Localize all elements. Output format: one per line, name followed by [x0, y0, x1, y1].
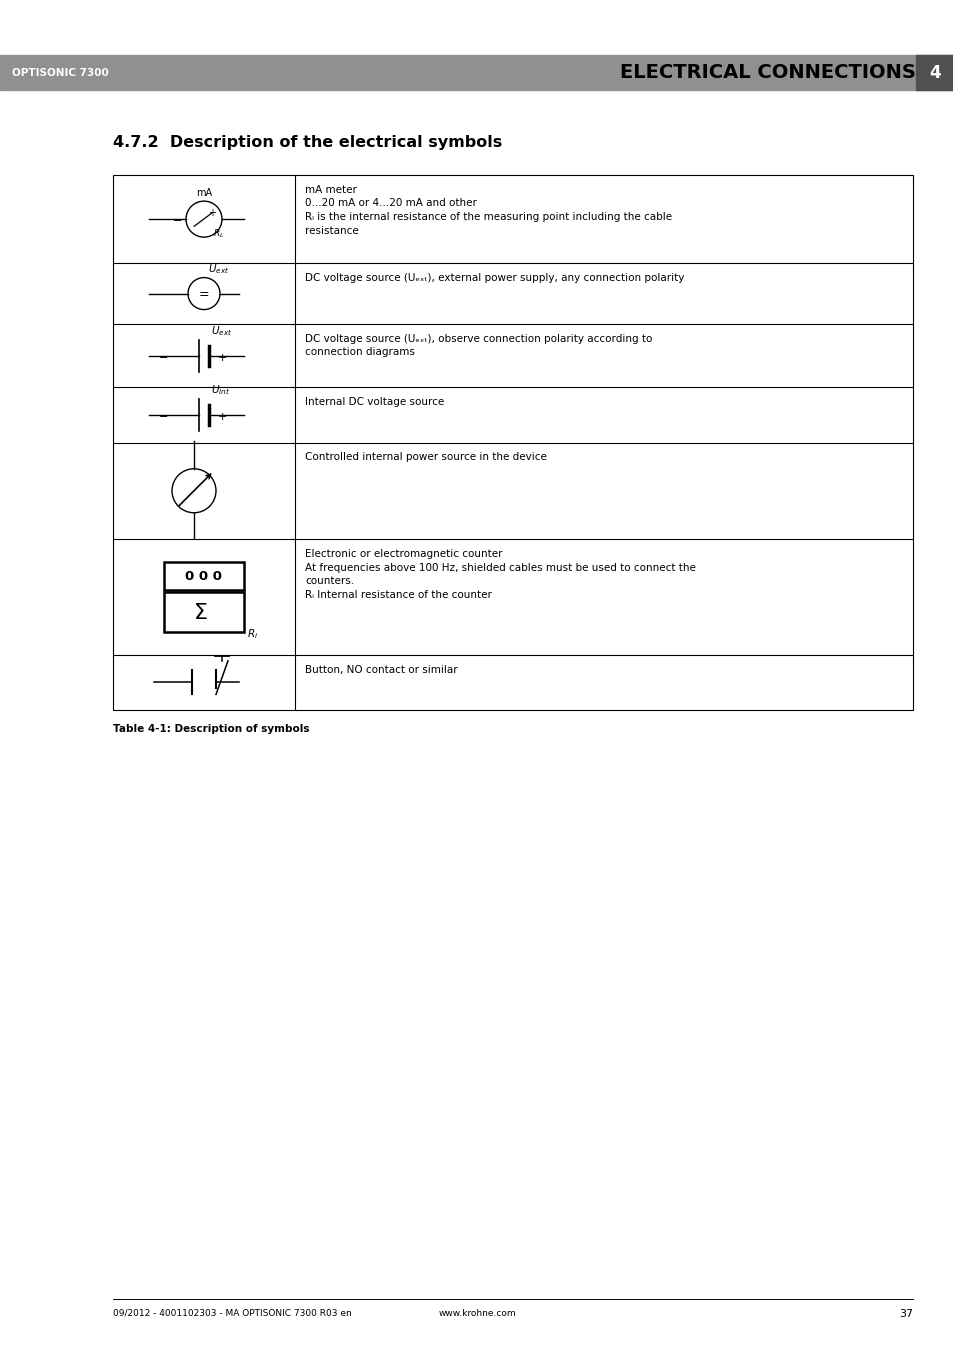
Text: −: −: [173, 216, 182, 226]
Text: Internal DC voltage source: Internal DC voltage source: [305, 397, 444, 408]
Text: 4.7.2  Description of the electrical symbols: 4.7.2 Description of the electrical symb…: [112, 135, 501, 150]
Text: $R_L$: $R_L$: [213, 227, 224, 239]
Text: resistance: resistance: [305, 226, 358, 235]
Text: mA: mA: [195, 188, 212, 199]
Text: $U_{int}$: $U_{int}$: [211, 384, 230, 397]
Text: 09/2012 - 4001102303 - MA OPTISONIC 7300 R03 en: 09/2012 - 4001102303 - MA OPTISONIC 7300…: [112, 1309, 352, 1319]
Text: Rₗ is the internal resistance of the measuring point including the cable: Rₗ is the internal resistance of the mea…: [305, 212, 672, 222]
Text: www.krohne.com: www.krohne.com: [437, 1309, 516, 1319]
Text: +: +: [217, 412, 227, 422]
Text: +: +: [217, 353, 227, 362]
Text: Controlled internal power source in the device: Controlled internal power source in the …: [305, 453, 546, 462]
Bar: [164, 592, 244, 632]
Text: 4: 4: [928, 63, 940, 81]
Bar: [0, 55, 953, 91]
Text: At frequencies above 100 Hz, shielded cables must be used to connect the: At frequencies above 100 Hz, shielded ca…: [305, 562, 695, 573]
Text: $U_{ext}$: $U_{ext}$: [211, 324, 233, 338]
Bar: [915, 55, 953, 91]
Text: counters.: counters.: [305, 576, 354, 586]
Text: mA meter: mA meter: [305, 185, 356, 195]
Text: DC voltage source (Uₑₓₜ), external power supply, any connection polarity: DC voltage source (Uₑₓₜ), external power…: [305, 273, 683, 284]
Text: 0 0 0: 0 0 0: [185, 570, 222, 584]
Text: DC voltage source (Uₑₓₜ), observe connection polarity according to: DC voltage source (Uₑₓₜ), observe connec…: [305, 334, 652, 345]
Text: +: +: [208, 208, 216, 218]
Text: Rᵢ Internal resistance of the counter: Rᵢ Internal resistance of the counter: [305, 589, 492, 600]
Text: Button, NO contact or similar: Button, NO contact or similar: [305, 665, 457, 676]
Bar: [164, 562, 244, 590]
Text: −: −: [159, 353, 169, 362]
Text: −: −: [159, 412, 169, 422]
Bar: [112, 176, 912, 711]
Text: OPTISONIC 7300: OPTISONIC 7300: [12, 68, 109, 77]
Text: $U_{ext}$: $U_{ext}$: [208, 262, 229, 276]
Text: Σ: Σ: [193, 603, 208, 623]
Text: 37: 37: [898, 1309, 912, 1319]
Text: Table 4-1: Description of symbols: Table 4-1: Description of symbols: [112, 724, 309, 734]
Text: 0...20 mA or 4...20 mA and other: 0...20 mA or 4...20 mA and other: [305, 199, 476, 208]
Text: $R_i$: $R_i$: [247, 627, 258, 640]
Text: =: =: [198, 288, 209, 301]
Text: ELECTRICAL CONNECTIONS: ELECTRICAL CONNECTIONS: [619, 63, 915, 82]
Text: Electronic or electromagnetic counter: Electronic or electromagnetic counter: [305, 549, 502, 559]
Text: connection diagrams: connection diagrams: [305, 347, 415, 358]
